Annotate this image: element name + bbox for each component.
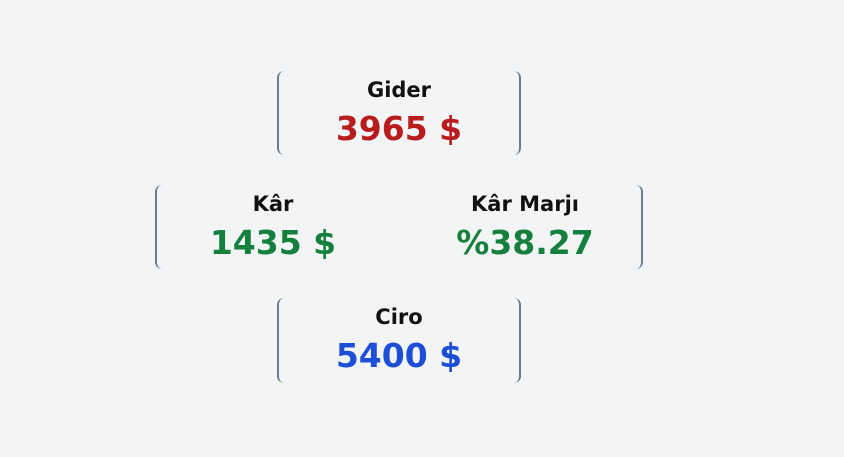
revenue-card: Ciro 5400 $: [277, 298, 521, 383]
profit-label: Kâr: [252, 192, 294, 216]
expense-label: Gider: [366, 78, 432, 102]
expense-value: 3965 $: [335, 109, 463, 148]
profit-margin-label: Kâr Marjı: [471, 192, 579, 216]
profit-margin-block: Kâr Marjı %38.27: [405, 185, 645, 262]
profit-card: Kâr 1435 $ Kâr Marjı %38.27: [155, 185, 643, 269]
expense-card: Gider 3965 $: [277, 71, 521, 155]
profit-margin-value: %38.27: [456, 223, 594, 262]
revenue-label: Ciro: [375, 305, 423, 329]
revenue-value: 5400 $: [335, 336, 463, 375]
profit-value: 1435 $: [209, 223, 337, 262]
profit-block: Kâr 1435 $: [153, 185, 393, 262]
